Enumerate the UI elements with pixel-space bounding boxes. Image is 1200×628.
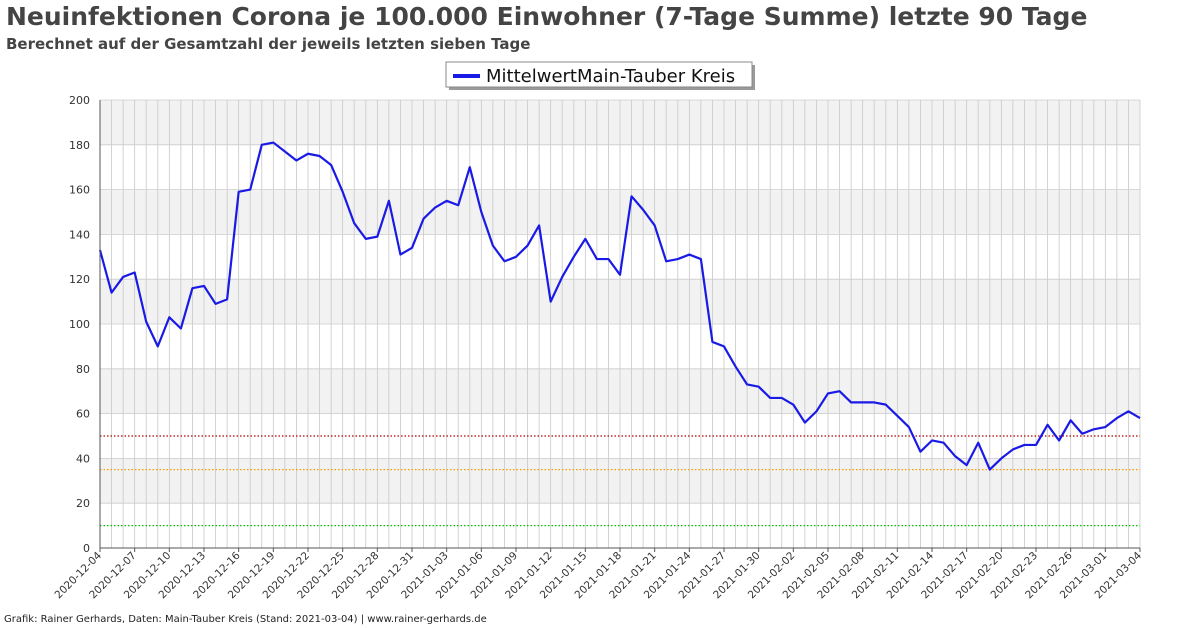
y-tick-label: 160: [69, 184, 90, 197]
legend-entry: MittelwertMain-Tauber Kreis: [486, 66, 735, 87]
y-tick-label: 60: [76, 408, 90, 421]
y-tick-label: 20: [76, 497, 90, 510]
y-tick-label: 200: [69, 94, 90, 107]
y-tick-label: 40: [76, 452, 90, 465]
y-tick-label: 80: [76, 363, 90, 376]
y-tick-labels: 0 20 40 60 80 100 120 140 160 180 200: [69, 94, 90, 555]
series-lines: [98, 141, 1141, 471]
y-tick-label: 120: [69, 273, 90, 286]
legend-box: [445, 61, 753, 88]
chart-subtitle: Berechnet auf der Gesamtzahl der jeweils…: [6, 35, 531, 53]
legend: MittelwertMain-Tauber Kreis: [445, 61, 755, 90]
footer-credit: Grafik: Rainer Gerhards, Daten: Main-Tau…: [4, 614, 487, 625]
y-tick-label: 100: [69, 318, 90, 331]
series-line: [98, 141, 1141, 471]
x-tick-labels: 2020-12-042020-12-072020-12-102020-12-13…: [52, 548, 1144, 601]
y-tick-label: 0: [83, 542, 90, 555]
y-tick-label: 180: [69, 139, 90, 152]
horizontal-gridlines: [100, 99, 1140, 549]
chart-title: Neuinfektionen Corona je 100.000 Einwohn…: [6, 2, 1088, 31]
y-tick-label: 140: [69, 228, 90, 241]
